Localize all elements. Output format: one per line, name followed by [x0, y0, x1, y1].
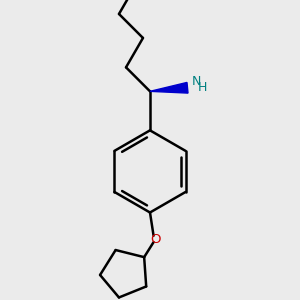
Text: H: H [197, 81, 207, 94]
Text: O: O [150, 233, 160, 246]
Text: N: N [192, 75, 202, 88]
Polygon shape [150, 82, 188, 93]
